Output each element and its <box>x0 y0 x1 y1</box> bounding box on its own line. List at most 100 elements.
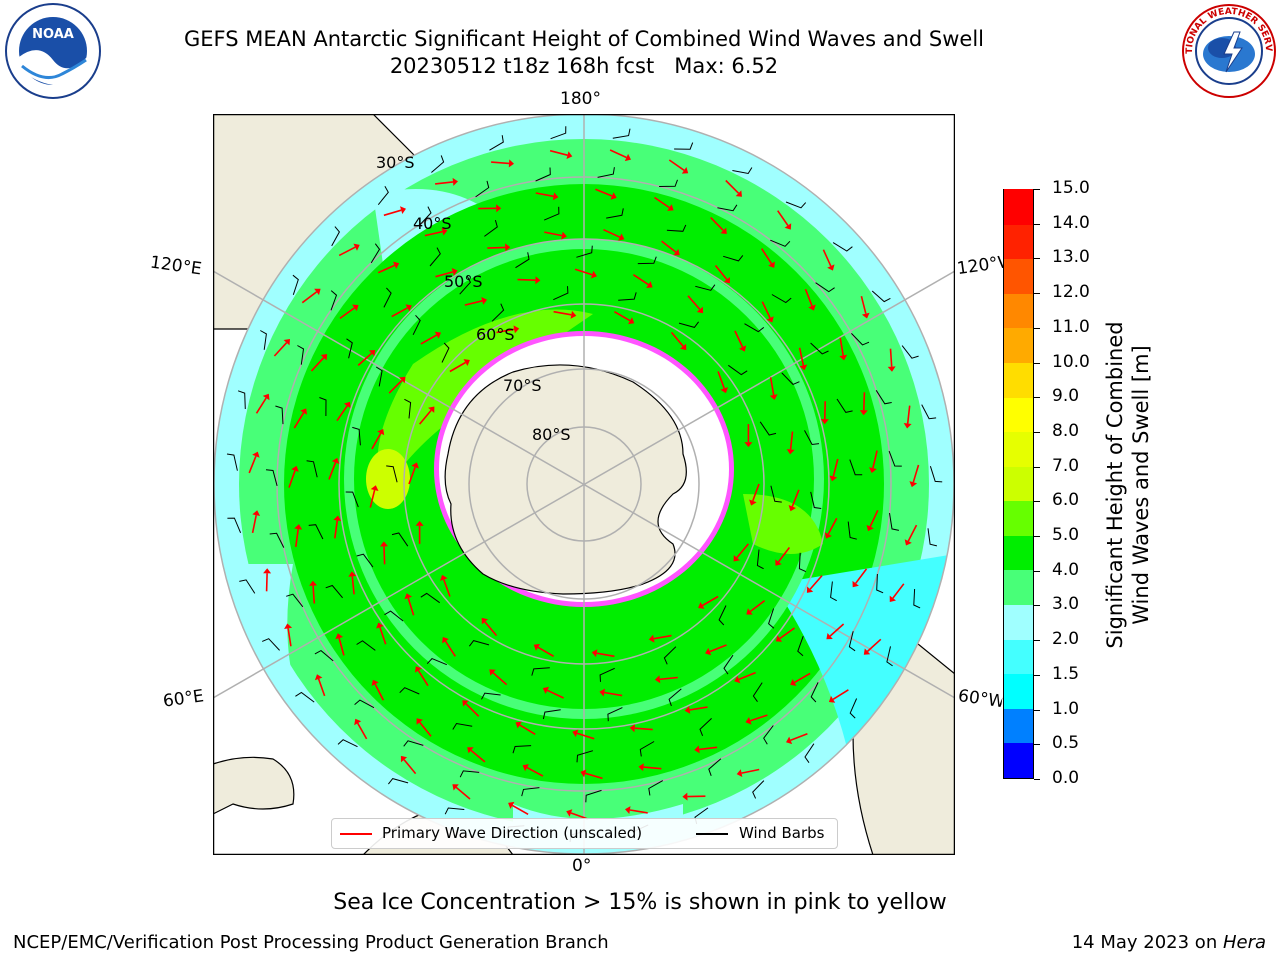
wind-barb <box>535 167 551 182</box>
wave-direction-arrow <box>464 300 483 306</box>
wave-direction-arrow <box>798 347 805 366</box>
wave-direction-arrowhead <box>442 637 449 644</box>
wave-direction-arrowhead <box>400 206 406 214</box>
wave-direction-arrowhead <box>570 310 577 319</box>
wave-direction-arrow <box>339 307 355 320</box>
wave-direction-arrow <box>369 489 376 508</box>
wave-direction-arrowhead <box>405 304 412 312</box>
wave-direction-arrowhead <box>452 784 459 791</box>
wind-barb <box>848 631 856 652</box>
wave-direction-arrow <box>822 249 832 267</box>
wind-barb <box>512 745 532 754</box>
colorbar-tick <box>1034 640 1040 642</box>
wind-barb <box>441 342 450 363</box>
wind-barb <box>262 638 280 651</box>
wave-direction-arrowhead <box>720 227 727 234</box>
wind-barb <box>542 709 561 720</box>
wind-barb <box>576 245 593 258</box>
wave-direction-arrowhead <box>252 451 260 458</box>
wind-barb <box>489 135 504 151</box>
wave-direction-arrowhead <box>320 354 328 361</box>
wave-direction-arrowhead <box>380 541 388 547</box>
colorbar-tick <box>1034 327 1040 329</box>
wind-barb <box>330 290 338 311</box>
wave-direction-arrow <box>670 331 684 347</box>
noaa-logo: NOAA <box>5 3 101 99</box>
colorbar-segment <box>1004 535 1033 571</box>
colorbar <box>1003 189 1034 779</box>
wave-direction-arrowhead <box>467 747 474 754</box>
wave-direction-arrowhead <box>415 520 424 526</box>
wave-direction-arrow <box>417 670 429 687</box>
wave-direction-arrow <box>866 638 882 652</box>
wave-direction-arrowhead <box>415 666 422 673</box>
colorbar-tick-label: 8.0 <box>1052 420 1080 441</box>
wind-barb <box>429 247 441 267</box>
wave-direction-arrow <box>377 264 395 274</box>
wave-direction-arrow <box>632 274 649 286</box>
map-legend: Primary Wave Direction (unscaled) Wind B… <box>331 818 838 849</box>
wave-direction-arrow <box>809 575 823 590</box>
wave-direction-arrowhead <box>696 306 704 314</box>
wave-direction-arrowhead <box>368 350 376 357</box>
colorbar-segment <box>1004 742 1033 778</box>
wave-direction-arrow <box>860 296 867 314</box>
lon-label-60e: 60°E <box>161 686 206 712</box>
wind-barb <box>491 303 505 322</box>
wave-direction-arrow <box>487 246 506 249</box>
wind-barb <box>306 460 318 478</box>
wind-barb <box>871 290 891 303</box>
colorbar-segment <box>1004 396 1033 433</box>
wind-barb <box>804 430 820 446</box>
wind-barb <box>391 532 409 547</box>
wave-direction-arrowhead <box>400 755 408 763</box>
wave-direction-arrow <box>791 489 800 507</box>
wind-barb <box>352 426 361 446</box>
wave-direction-arrowhead <box>263 568 272 574</box>
wave-direction-arrow <box>449 361 466 373</box>
wind-barb <box>419 206 432 225</box>
wind-barb <box>875 390 892 405</box>
wave-direction-arrow <box>794 672 811 684</box>
wind-barb <box>403 740 424 747</box>
lat-label-70s: 70°S <box>503 376 542 395</box>
colorbar-tick-label: 4.0 <box>1052 559 1080 580</box>
wave-direction-arrow <box>295 528 299 548</box>
colorbar-tick-label: 2.0 <box>1052 629 1080 650</box>
wind-barb <box>785 201 807 209</box>
colorbar-segment <box>1004 327 1033 363</box>
wave-direction-arrow <box>584 772 603 780</box>
wind-barb <box>399 687 420 695</box>
wind-barb <box>354 699 375 709</box>
wave-direction-arrowhead <box>440 574 448 581</box>
wave-direction-arrowhead <box>481 617 488 625</box>
wave-direction-arrow <box>653 634 672 640</box>
wave-direction-arrow <box>424 230 443 237</box>
wind-barb <box>269 532 285 548</box>
wind-barb <box>659 179 678 187</box>
wave-direction-arrowhead <box>654 675 661 684</box>
wind-barb <box>752 682 763 702</box>
wind-barb <box>337 739 358 748</box>
wind-barb <box>708 758 722 776</box>
wave-direction-arrow <box>829 623 845 637</box>
wave-direction-arrowhead <box>638 763 644 772</box>
colorbar-tick <box>1034 189 1040 190</box>
wave-direction-arrowhead <box>508 801 515 809</box>
wind-barb <box>388 778 409 785</box>
wave-direction-arrow <box>293 412 305 429</box>
wave-direction-arrowhead <box>566 151 573 159</box>
polar-map <box>213 114 955 855</box>
wave-direction-arrow <box>576 732 595 740</box>
wave-direction-arrowhead <box>744 442 753 448</box>
wind-barb <box>356 640 376 651</box>
wind-barb <box>849 459 863 476</box>
wave-direction-arrowhead <box>788 505 796 512</box>
wind-barb <box>876 573 884 594</box>
wave-direction-arrow <box>435 181 454 185</box>
wave-direction-arrowhead <box>462 700 469 707</box>
wave-direction-arrowhead <box>799 364 808 371</box>
wave-direction-arrow <box>328 462 337 480</box>
wave-direction-arrow <box>455 786 471 800</box>
colorbar-segment <box>1004 224 1033 260</box>
